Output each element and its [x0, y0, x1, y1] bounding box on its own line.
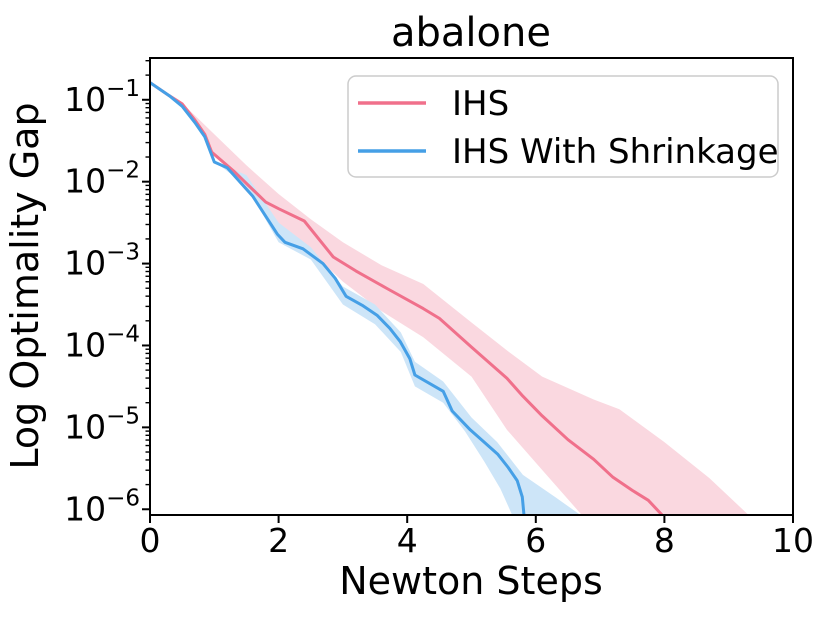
x-tick-label: 2	[268, 521, 289, 560]
series-lines	[150, 81, 665, 515]
legend: IHS IHS With Shrinkage	[347, 75, 779, 178]
y-axis-label: Log Optimality Gap	[3, 102, 47, 469]
y-tick-label: 10−2	[64, 158, 140, 201]
legend-box	[347, 75, 779, 178]
y-tick-label: 10−5	[64, 403, 140, 446]
ihs-with-shrinkage-line	[150, 81, 526, 515]
y-tick-label: 10−1	[64, 76, 140, 119]
legend-label-ihs-with-shrinkage: IHS With Shrinkage	[452, 132, 779, 172]
legend-label-ihs: IHS	[452, 84, 509, 124]
x-tick-label: 6	[525, 521, 546, 560]
y-tick-label: 10−4	[64, 321, 140, 364]
plot-border	[149, 57, 794, 516]
x-tick-label: 0	[140, 521, 161, 560]
x-tick-label: 8	[654, 521, 675, 560]
y-tick-label: 10−6	[64, 485, 140, 528]
y-tick-label: 10−3	[64, 240, 140, 283]
x-tick-label: 4	[397, 521, 418, 560]
axis-ticks	[142, 59, 794, 523]
chart-title: abalone	[391, 10, 551, 56]
ihs-confidence-band	[185, 106, 749, 515]
x-tick-label: 10	[772, 521, 814, 560]
x-axis-label: Newton Steps	[339, 559, 603, 603]
axis-tick-labels: 0 2 4 6 8 10 10−1 10−2 10−3 10−4 10−5 10−6	[64, 76, 814, 560]
